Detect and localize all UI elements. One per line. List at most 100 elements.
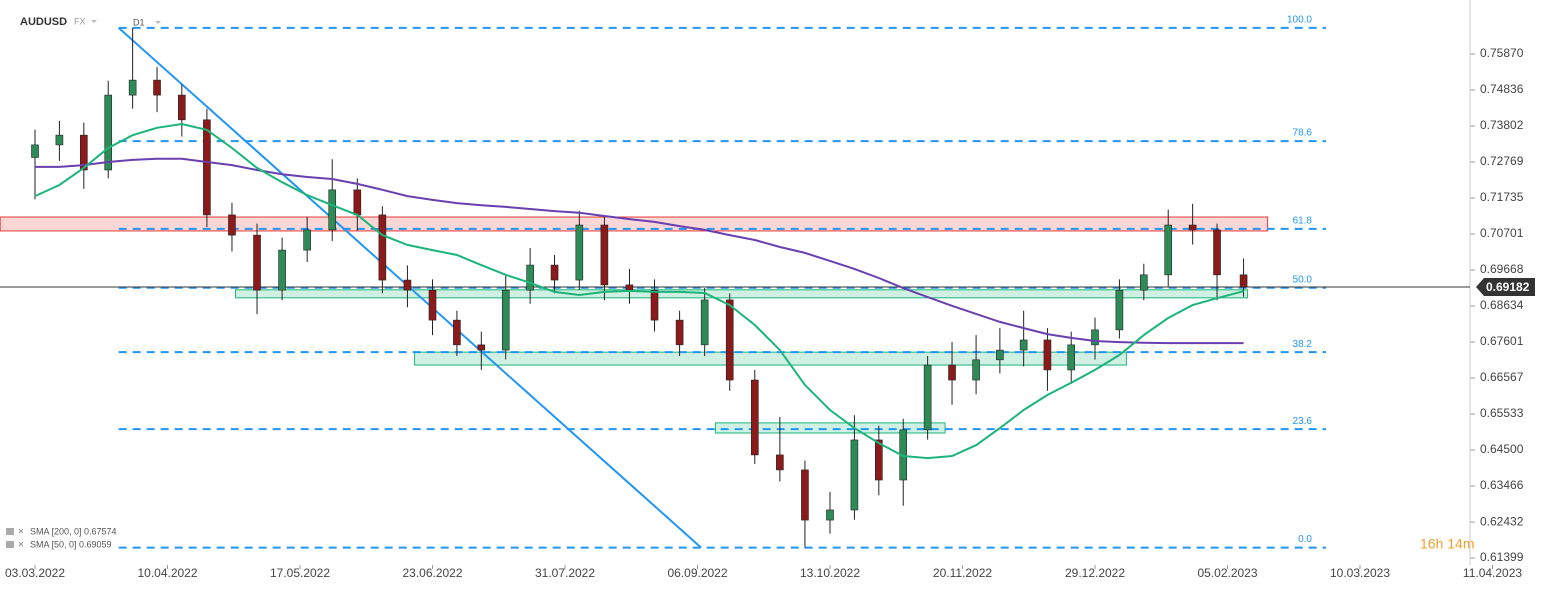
candle-body [625, 284, 634, 291]
y-tick-label: 0.72769 [1480, 154, 1524, 168]
x-tick-label: 23.06.2022 [402, 566, 462, 580]
candle-body [650, 289, 659, 321]
fib-label: 0.0 [1298, 534, 1312, 545]
candle-body [923, 364, 932, 431]
candle-body [1140, 274, 1148, 291]
fib-label: 100.0 [1287, 15, 1312, 26]
candle-body [303, 229, 311, 251]
y-tick-label: 0.73802 [1480, 118, 1524, 132]
candle-body [278, 249, 286, 291]
legend-entry: SMA [50, 0] 0.69059 [30, 539, 112, 549]
candle-body [675, 319, 684, 346]
candle-body [501, 289, 510, 351]
symbol: AUDUSD [20, 16, 67, 28]
fib-label: 61.8 [1293, 215, 1313, 226]
legend-entry: SMA [200, 0] 0.67574 [30, 526, 117, 536]
candle-body [826, 509, 834, 521]
candle-body [1019, 339, 1028, 351]
candle-body [850, 439, 859, 511]
market: FX [74, 16, 86, 26]
candle-body [153, 79, 161, 96]
candle-body [1164, 224, 1173, 276]
y-tick-label: 0.61399 [1480, 550, 1524, 564]
candle-body [1043, 339, 1052, 371]
candle-body [403, 279, 412, 291]
candle-body [996, 349, 1004, 361]
legend-close: × [18, 540, 24, 551]
y-tick-label: 0.63466 [1480, 478, 1524, 492]
y-tick-label: 0.75870 [1480, 46, 1524, 60]
y-tick-label: 0.74836 [1480, 82, 1524, 96]
zone [714, 422, 946, 434]
fib-label: 23.6 [1293, 416, 1313, 427]
x-tick-label: 31.07.2022 [535, 566, 595, 580]
candle-body [1091, 329, 1099, 346]
dropdown-icon[interactable] [155, 21, 161, 24]
candle-body [801, 469, 809, 521]
candle-body [80, 134, 88, 171]
x-tick-label: 29.12.2022 [1065, 566, 1125, 580]
candle-body [575, 224, 584, 281]
fib-label: 38.2 [1293, 339, 1313, 350]
y-tick-label: 0.65533 [1480, 406, 1524, 420]
y-tick-label: 0.67601 [1480, 334, 1524, 348]
candle-body [104, 94, 113, 171]
fib-label: 78.6 [1293, 128, 1313, 139]
sma-line [35, 157, 1244, 345]
legend-icon [6, 528, 14, 535]
candle-body [600, 224, 609, 286]
candle-body [1067, 344, 1076, 371]
candle-body [378, 214, 387, 281]
candle-body [972, 359, 980, 381]
y-tick-label: 0.68634 [1480, 298, 1524, 312]
y-tick-label: 0.66567 [1480, 370, 1524, 384]
candle-body [1213, 229, 1221, 276]
y-tick-label: 0.70701 [1480, 226, 1524, 240]
legend-close: × [18, 527, 24, 538]
candle-body [526, 264, 534, 291]
zone [0, 216, 1269, 232]
countdown: 16h 14m [1420, 536, 1474, 552]
candle-body [1115, 289, 1124, 331]
y-tick-label: 0.69668 [1480, 262, 1524, 276]
candle-body [55, 134, 64, 146]
candle-body [228, 214, 236, 236]
candle-body [725, 299, 734, 381]
x-tick-label: 03.03.2022 [5, 566, 65, 580]
candle-body [353, 189, 362, 216]
candle-body [750, 379, 759, 456]
sma-line [34, 122, 1244, 460]
x-tick-label: 11.04.2023 [1463, 566, 1522, 580]
candle-body [700, 299, 709, 346]
candle-body [203, 119, 211, 216]
timeframe[interactable]: D1 [133, 17, 145, 27]
y-tick-label: 0.64500 [1480, 442, 1524, 456]
candle-body [1239, 274, 1248, 288]
legend-icon [6, 541, 14, 548]
candle-body [253, 234, 261, 291]
candle-body [453, 319, 461, 346]
candle-body [178, 94, 186, 121]
x-tick-label: 10.04.2022 [137, 566, 197, 580]
y-tick-label: 0.71735 [1480, 190, 1524, 204]
candle-body [31, 144, 39, 158]
price-tag-label: 0.69182 [1486, 280, 1530, 294]
candle-body [477, 344, 486, 351]
candle-body [550, 264, 559, 281]
dropdown-icon[interactable] [91, 20, 97, 23]
x-tick-label: 10.03.2023 [1330, 566, 1390, 580]
x-tick-label: 20.11.2022 [933, 566, 992, 580]
candle-body [428, 289, 437, 321]
candle-body [875, 439, 883, 481]
fib-label: 50.0 [1293, 274, 1313, 285]
candle-body [128, 79, 137, 96]
zone [414, 351, 1127, 366]
x-tick-label: 05.02.2023 [1197, 566, 1257, 580]
zone [235, 289, 1249, 299]
x-tick-label: 17.05.2022 [270, 566, 330, 580]
y-tick-label: 0.62432 [1480, 514, 1524, 528]
x-tick-label: 06.09.2022 [667, 566, 727, 580]
candle-body [1188, 224, 1197, 231]
